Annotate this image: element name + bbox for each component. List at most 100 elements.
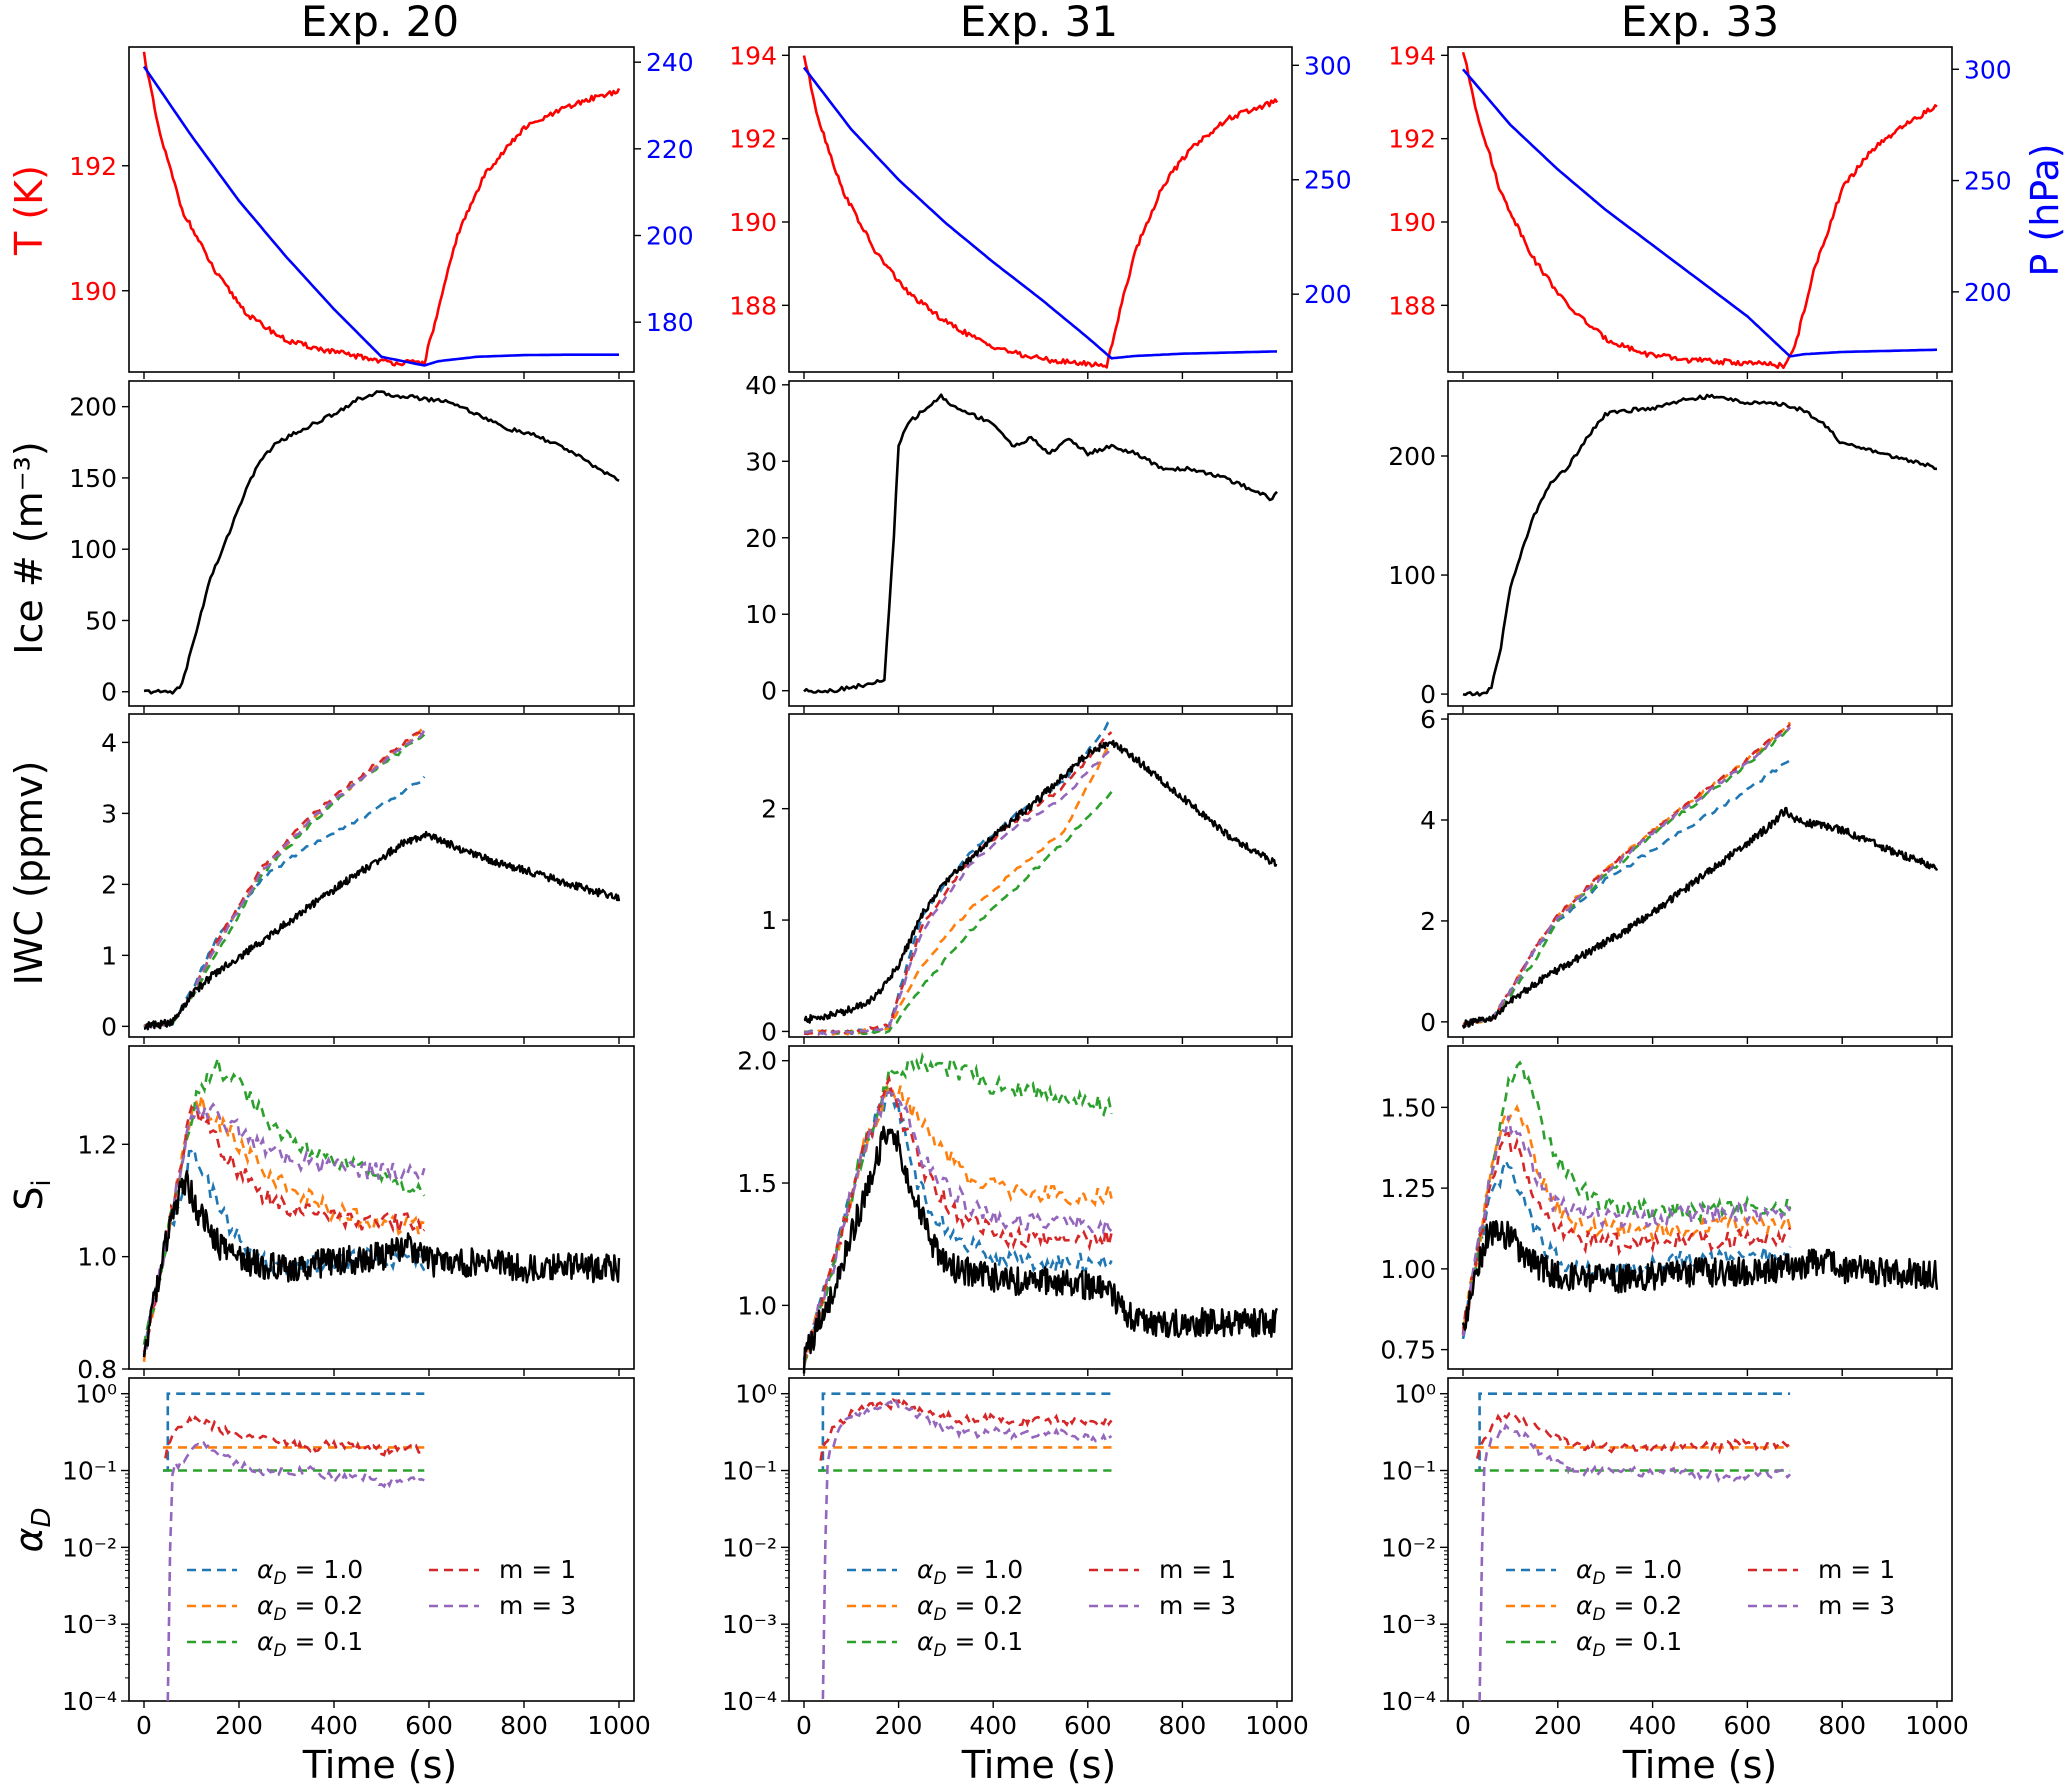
iwc-m_1-line	[1462, 723, 1792, 1027]
y-tick-label: 250	[1964, 167, 2012, 196]
legend-item: αD = 1.0	[187, 1555, 363, 1589]
x-tick-label: 400	[1629, 1711, 1677, 1740]
pressure-line	[802, 66, 1278, 360]
y-tick-label: 150	[69, 464, 117, 493]
iwc-alpha_01-line	[143, 733, 426, 1028]
y-tick-label: 50	[85, 606, 117, 635]
legend-item: m = 3	[1748, 1591, 1895, 1620]
y-tick-label: 1.5	[737, 1169, 777, 1198]
plot-frame	[128, 46, 635, 373]
y-tick-label: 10⁻¹	[722, 1457, 777, 1486]
pressure-line	[1462, 68, 1938, 358]
legend-label: m = 1	[1159, 1555, 1236, 1584]
y-label-alpha: αD	[7, 1507, 57, 1552]
y-tick-label: 1.25	[1380, 1174, 1436, 1203]
y-tick-label: 10⁻⁴	[62, 1687, 117, 1716]
y-tick-label: 200	[1388, 442, 1436, 471]
plot-frame	[788, 46, 1293, 373]
y-tick-label: 40	[745, 371, 777, 400]
si-alpha_02-line	[142, 1095, 425, 1362]
y-tick-label: 10⁰	[735, 1380, 777, 1409]
si-alpha_01-line	[1461, 1060, 1792, 1335]
y-tick-label: 2.0	[737, 1047, 777, 1076]
iwc-alpha_01-line	[1462, 727, 1791, 1028]
alpha-m_1-line	[1475, 1411, 1791, 1460]
y-tick-label: 0.8	[77, 1355, 117, 1384]
legend-item: αD = 0.1	[1506, 1627, 1682, 1661]
column-3: 188 190 192 194 200 250 300 0 100 200 0 2 4 6 0.75 1.00…	[1380, 41, 2011, 1740]
column-title-exp31: Exp. 31	[960, 0, 1118, 46]
y-tick-label: 10⁻³	[722, 1610, 777, 1639]
si-alpha_01-line	[142, 1057, 426, 1345]
y-tick-label: 300	[1304, 51, 1352, 80]
ice-number-line	[803, 393, 1278, 694]
legend-label: αD = 0.1	[917, 1627, 1023, 1661]
legend-item: αD = 0.2	[847, 1591, 1023, 1625]
y-tick-label: 188	[1388, 291, 1436, 320]
temperature-line	[802, 55, 1279, 369]
iwc-panel: 0 1 2	[761, 713, 1293, 1046]
y-tick-label: 1	[101, 941, 117, 970]
x-tick-label: 0	[136, 1711, 152, 1740]
legend: αD = 1.0αD = 0.2αD = 0.1 m = 1 m = 3	[1506, 1555, 1895, 1661]
y-tick-label: 0	[101, 1012, 117, 1041]
y-tick-label: 200	[69, 393, 117, 422]
y-tick-label: 0	[1420, 1008, 1436, 1037]
legend-item: m = 3	[429, 1591, 576, 1620]
legend-item: m = 1	[429, 1555, 576, 1584]
ice-number-panel: 0 50 100 150 200	[69, 380, 635, 713]
y-tick-label: 190	[729, 208, 777, 237]
y-tick-label: 4	[1420, 806, 1436, 835]
iwc-alpha_01-line	[803, 791, 1113, 1036]
plot-frame	[1447, 46, 1953, 373]
y-tick-label: 10⁻²	[62, 1533, 117, 1562]
temperature-pressure-panel: 190 192 180 200 220 240	[69, 46, 694, 379]
alpha-alpha_10-line	[1474, 1392, 1791, 1472]
y-tick-label: 3	[101, 799, 117, 828]
column-2: 1881901921942002503000102030400121.01.52…	[722, 41, 1352, 1740]
y-tick-label: 200	[1964, 278, 2012, 307]
alpha-m_3-line	[1478, 1423, 1792, 1702]
legend-label: αD = 1.0	[257, 1555, 363, 1589]
legend-item: αD = 0.1	[847, 1627, 1023, 1661]
y-tick-label: 4	[101, 728, 117, 757]
temperature-line	[142, 51, 621, 367]
legend-label: αD = 0.1	[257, 1627, 363, 1661]
iwc-m_1-line	[143, 728, 426, 1028]
x-tick-label: 600	[1724, 1711, 1772, 1740]
plot-frame	[1447, 380, 1953, 707]
si-panel: 1.0 1.5 2.0	[737, 1045, 1293, 1376]
y-tick-label: 10⁻²	[1381, 1533, 1436, 1562]
legend: αD = 1.0αD = 0.2αD = 0.1 m = 1 m = 3	[847, 1555, 1236, 1661]
column-1: 190 192 180 200 220 240 0 50 100 150 200 0 1 2 3 4 0.8 1.…	[62, 46, 694, 1740]
y-tick-label: 0	[761, 677, 777, 706]
x-label-exp20: Time (s)	[302, 1743, 458, 1786]
legend-label: αD = 0.2	[1576, 1591, 1682, 1625]
ice-number-panel: 0 10 20 30 40	[745, 371, 1293, 713]
iwc-alpha_10-line	[1462, 759, 1791, 1027]
y-tick-label: 10	[745, 600, 777, 629]
y-tick-label: 250	[1304, 166, 1352, 195]
y-tick-label: 0	[761, 1017, 777, 1046]
y-tick-label: 194	[729, 41, 777, 70]
legend: αD = 1.0αD = 0.2αD = 0.1 m = 1 m = 3	[187, 1555, 576, 1661]
plot-frame	[788, 1377, 1293, 1702]
y-tick-label: 1	[761, 906, 777, 935]
panels: 190192180200220240050100150200012340.81.…	[62, 41, 2012, 1740]
y-tick-label: 2	[1420, 907, 1436, 936]
y-tick-label: 10⁻¹	[62, 1457, 117, 1486]
si-observed-line	[142, 1169, 621, 1358]
y-tick-label: 10⁻⁴	[722, 1687, 777, 1716]
temperature-line	[1461, 51, 1938, 370]
y-tick-label: 188	[729, 291, 777, 320]
y-tick-label: 300	[1964, 55, 2012, 84]
plot-frame	[128, 380, 635, 707]
x-tick-label: 1000	[1245, 1711, 1309, 1740]
si-m_3-line	[1461, 1115, 1792, 1337]
y-tick-label: 100	[69, 535, 117, 564]
y-label-ice-number: Ice # (m⁻³)	[7, 441, 51, 654]
y-tick-label: 1.50	[1380, 1093, 1436, 1122]
plot-frame	[788, 380, 1293, 707]
si-m_1-line	[142, 1104, 426, 1353]
y-tick-label: 6	[1420, 705, 1436, 734]
